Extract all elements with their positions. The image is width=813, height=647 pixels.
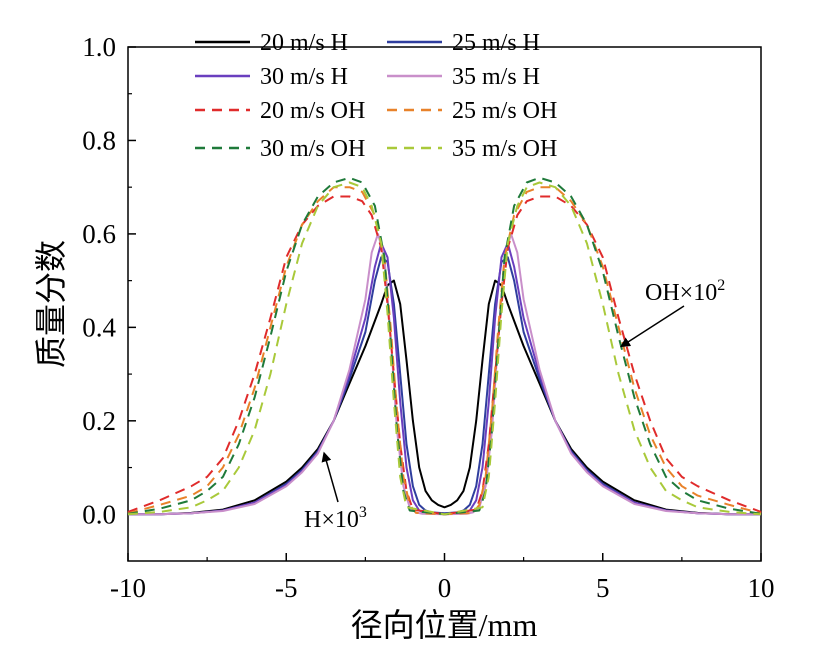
legend-label-2: 25 m/s H [452,30,540,56]
annotation-text: H×10 [304,507,359,533]
legend-label-3: 30 m/s H [260,64,348,90]
series-line-6 [127,186,762,516]
y-tick-label: 0.4 [82,312,116,342]
annotation-superscript: 3 [359,504,367,521]
annotation-label-1: OH×102 [645,277,725,306]
series-line-7 [127,176,762,516]
legend: 20 m/s H 25 m/s H 30 m/s H 35 m/s H 20 m/s O… [195,30,557,162]
x-tick-label: 10 [748,573,775,603]
legend-label-5: 20 m/s OH [260,98,365,124]
x-tick-label: -5 [275,573,298,603]
tick-labels: -10 -5 0 5 10 0.0 0.2 0.4 0.6 0.8 1.0 [82,32,774,603]
y-tick-label: 0.2 [82,406,116,436]
x-axis-title: 径向位置/mm [351,607,538,643]
legend-label-8: 35 m/s OH [452,136,557,162]
annotation-label-2: H×103 [304,504,367,533]
y-axis-title: 质量分数 [33,240,69,368]
x-tick-label: -10 [110,573,146,603]
legend-label-1: 20 m/s H [260,30,348,56]
series-line-4 [128,232,761,516]
y-tick-label: 0.6 [82,219,116,249]
y-tick-label: 1.0 [82,32,116,62]
annotation-arrow-1 [620,305,685,348]
annotation-text: OH×10 [645,280,717,306]
x-tick-label: 5 [596,573,610,603]
y-tick-label: 0.0 [82,499,116,529]
series-line-8 [127,181,762,516]
legend-label-7: 30 m/s OH [260,136,365,162]
legend-label-6: 25 m/s OH [452,98,557,124]
series-line-1 [128,279,761,516]
series-line-5 [127,195,762,516]
annotation-arrow-2 [321,451,339,503]
annotations: OH×102 H×103 [304,277,725,533]
x-tick-label: 0 [438,573,452,603]
annotation-superscript: 2 [717,277,725,294]
series-layer [127,176,762,516]
legend-label-4: 35 m/s H [452,64,540,90]
y-tick-label: 0.8 [82,125,116,155]
